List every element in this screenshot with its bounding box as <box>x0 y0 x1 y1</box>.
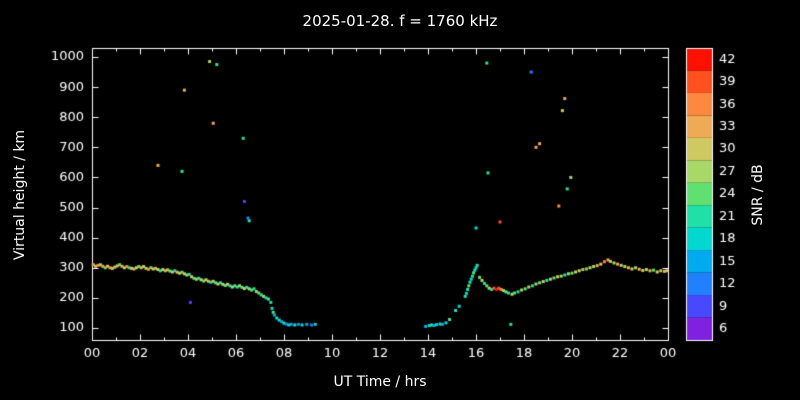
chart-title: 2025-01-28. f = 1760 kHz <box>302 12 498 30</box>
x-axis-label: UT Time / hrs <box>333 374 427 390</box>
colorbar-label: SNR / dB <box>750 164 766 226</box>
y-axis-label: Virtual height / km <box>12 129 28 261</box>
